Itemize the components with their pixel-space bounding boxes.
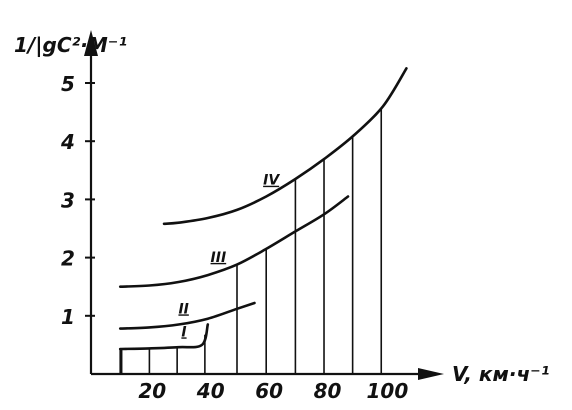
x-tick-label: 80 [314,379,342,403]
y-axis-title: 1/|gC²·M⁻¹ [14,33,127,57]
label-layer: 1/|gC²·M⁻¹ V, км·ч⁻¹ [14,33,550,386]
y-tick-label: 5 [61,72,75,96]
series-label-iii: III [211,250,227,266]
x-tick-label: 40 [196,379,225,403]
series-line-i [118,323,210,351]
series-line-ii [118,301,256,330]
x-tick-label: 60 [255,379,283,403]
y-tick-label: 1 [61,305,75,329]
y-tick-label: 4 [60,130,75,154]
axes-layer [84,30,444,380]
series-line-iv [162,67,408,226]
x-axis-arrow-icon [418,368,444,380]
series-label-iv: IV [263,173,280,189]
x-tick-label: 100 [367,379,409,403]
series-line-iii [118,195,350,288]
y-tick-label: 3 [61,188,75,212]
series-label-ii: II [178,301,188,317]
y-axis-arrow-icon [84,30,98,56]
y-tick-label: 2 [61,247,75,271]
x-axis-title: V, км·ч⁻¹ [452,362,550,386]
series-label-i: I [181,324,186,340]
ticks-layer: 1 2 3 4 5 20 40 60 80 100 [60,72,408,403]
x-tick-label: 20 [138,379,166,403]
hatch-layer [119,108,383,374]
